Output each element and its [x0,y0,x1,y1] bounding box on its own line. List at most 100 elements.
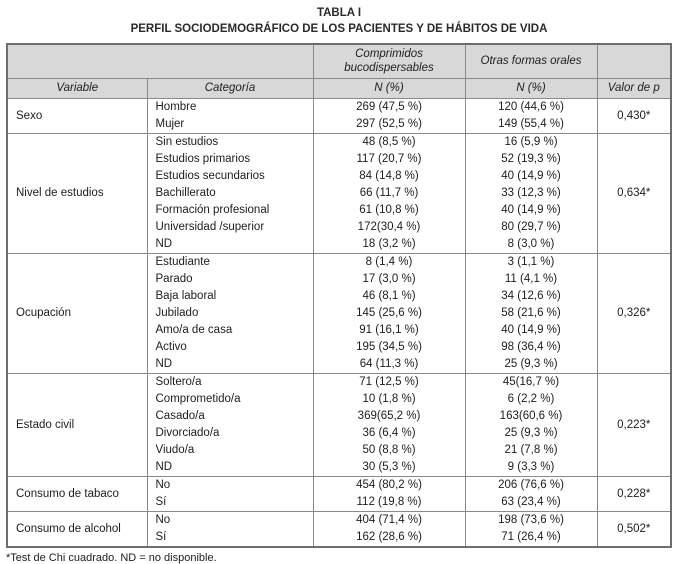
table-row: Estudios secundarios 84 (14,8 %) 40 (14,9 … [7,167,671,185]
table-row: Amo/a de casa 91 (16,1 %) 40 (14,9 %) [7,321,671,339]
p-value-cell: 0,634* [596,132,672,254]
col-header-variable: Variable [6,77,148,99]
sociodemographic-table: Comprimidos bucodispersables Otras forma… [6,43,672,548]
otras-formas-value-cell: 25 (9,3 %) [464,355,598,374]
otras-formas-value-cell: 21 (7,8 %) [464,441,598,459]
otras-formas-value-cell: 11 (4,1 %) [464,270,598,288]
page: TABLA I PERFIL SOCIODEMOGRÁFICO DE LOS P… [0,6,678,564]
otras-formas-value-cell: 98 (36,4 %) [464,338,598,356]
otras-formas-value-cell: 163(60,6 %) [464,407,598,425]
p-value-cell: 0,223* [596,372,672,477]
footnote: *Test de Chi cuadrado. ND = no disponibl… [6,551,217,564]
bucodispersables-value-cell: 117 (20,7 %) [312,150,466,168]
otras-formas-value-cell: 71 (26,4 %) [464,528,598,547]
category-cell: Formación profesional [146,201,314,219]
bucodispersables-value-cell: 48 (8,5 %) [312,132,466,151]
category-cell: Soltero/a [146,372,314,391]
bucodispersables-value-cell: 195 (34,5 %) [312,338,466,356]
bucodispersables-value-cell: 269 (47,5 %) [312,97,466,116]
table-title: TABLA I PERFIL SOCIODEMOGRÁFICO DE LOS P… [0,6,678,37]
col-header-valor-p: Valor de p [596,77,672,99]
otras-formas-value-cell: 6 (2,2 %) [464,390,598,408]
table-row: Nivel de estudios Sin estudios 48 (8,5 %) 1… [6,132,672,254]
category-cell: Universidad /superior [146,218,314,236]
category-cell: Sin estudios [146,132,314,151]
table-caption: PERFIL SOCIODEMOGRÁFICO DE LOS PACIENTES… [130,22,548,35]
variable-cell: Consumo de alcohol [6,510,148,547]
otras-formas-value-cell: 58 (21,6 %) [464,304,598,322]
col-group-otras-formas: Otras formas orales [464,43,598,79]
otras-formas-value-cell: 40 (14,9 %) [464,201,598,219]
table-row: Universidad /superior 172(30,4 %) 80 (29,7… [7,218,671,236]
table-row: Sí 112 (19,8 %) 63 (23,4 %) [7,493,671,512]
variable-cell: Sexo [6,97,148,134]
table-row: Sí 162 (28,6 %) 71 (26,4 %) [7,528,671,547]
table-row: Sexo Hombre 269 (47,5 %) 120 (44,6 %) 0,430* [6,97,672,134]
variable-cell: Estado civil [6,372,148,477]
category-cell: Estudiante [146,252,314,271]
table-row: ND 64 (11,3 %) 25 (9,3 %) [7,355,671,374]
table-row: Bachillerato 66 (11,7 %) 33 (12,3 %) [7,184,671,202]
otras-formas-value-cell: 206 (76,6 %) [464,475,598,494]
category-cell: Activo [146,338,314,356]
category-cell: No [146,510,314,529]
header-label-row: Variable Categoría N (%) N (%) Valor de … [6,77,672,99]
col-group-bucodispersables: Comprimidos bucodispersables [312,43,466,79]
table-row: Ocupación Estudiante 8 (1,4 %) 3 (1,1 %) 0,3… [6,252,672,374]
col-header-categoria: Categoría [146,77,314,99]
table-number: TABLA I [316,7,362,19]
bucodispersables-value-cell: 71 (12,5 %) [312,372,466,391]
p-value-cell: 0,430* [596,97,672,134]
table-row: ND 18 (3,2 %) 8 (3,0 %) [7,235,671,254]
category-cell: ND [146,458,314,477]
category-cell: Sí [146,493,314,512]
table-row: Estudios primarios 117 (20,7 %) 52 (19,3 %… [7,150,671,168]
p-value-cell: 0,326* [596,252,672,374]
category-cell: Viudo/a [146,441,314,459]
bucodispersables-value-cell: 297 (52,5 %) [312,115,466,134]
otras-formas-value-cell: 120 (44,6 %) [464,97,598,116]
col-header-n-pct-1: N (%) [312,77,466,99]
table-row: Parado 17 (3,0 %) 11 (4,1 %) [7,270,671,288]
otras-formas-value-cell: 34 (12,6 %) [464,287,598,305]
variable-cell: Ocupación [6,252,148,374]
otras-formas-value-cell: 40 (14,9 %) [464,321,598,339]
otras-formas-value-cell: 40 (14,9 %) [464,167,598,185]
category-cell: Divorciado/a [146,424,314,442]
bucodispersables-value-cell: 61 (10,8 %) [312,201,466,219]
col-header-n-pct-2: N (%) [464,77,598,99]
category-cell: Hombre [146,97,314,116]
bucodispersables-value-cell: 172(30,4 %) [312,218,466,236]
bucodispersables-value-cell: 454 (80,2 %) [312,475,466,494]
table-row: Divorciado/a 36 (6,4 %) 25 (9,3 %) [7,424,671,442]
bucodispersables-value-cell: 112 (19,8 %) [312,493,466,512]
bucodispersables-value-cell: 50 (8,8 %) [312,441,466,459]
variable-cell: Consumo de tabaco [6,475,148,512]
bucodispersables-value-cell: 66 (11,7 %) [312,184,466,202]
otras-formas-value-cell: 198 (73,6 %) [464,510,598,529]
otras-formas-value-cell: 149 (55,4 %) [464,115,598,134]
otras-formas-value-cell: 16 (5,9 %) [464,132,598,151]
table-row: Comprometido/a 10 (1,8 %) 6 (2,2 %) [7,390,671,408]
otras-formas-value-cell: 63 (23,4 %) [464,493,598,512]
table-row: Estado civil Soltero/a 71 (12,5 %) 45(16,7 … [6,372,672,477]
otras-formas-value-cell: 8 (3,0 %) [464,235,598,254]
bucodispersables-value-cell: 8 (1,4 %) [312,252,466,271]
table-row: Viudo/a 50 (8,8 %) 21 (7,8 %) [7,441,671,459]
category-cell: Estudios primarios [146,150,314,168]
category-cell: Sí [146,528,314,547]
bucodispersables-value-cell: 404 (71,4 %) [312,510,466,529]
category-cell: Comprometido/a [146,390,314,408]
table-row: Casado/a 369(65,2 %) 163(60,6 %) [7,407,671,425]
empty-header-cell [6,43,314,79]
category-cell: Mujer [146,115,314,134]
otras-formas-value-cell: 25 (9,3 %) [464,424,598,442]
category-cell: Bachillerato [146,184,314,202]
category-cell: Estudios secundarios [146,167,314,185]
p-value-cell: 0,228* [596,475,672,512]
category-cell: Parado [146,270,314,288]
bucodispersables-value-cell: 84 (14,8 %) [312,167,466,185]
bucodispersables-value-cell: 36 (6,4 %) [312,424,466,442]
p-value-cell: 0,502* [596,510,672,547]
bucodispersables-value-cell: 46 (8,1 %) [312,287,466,305]
